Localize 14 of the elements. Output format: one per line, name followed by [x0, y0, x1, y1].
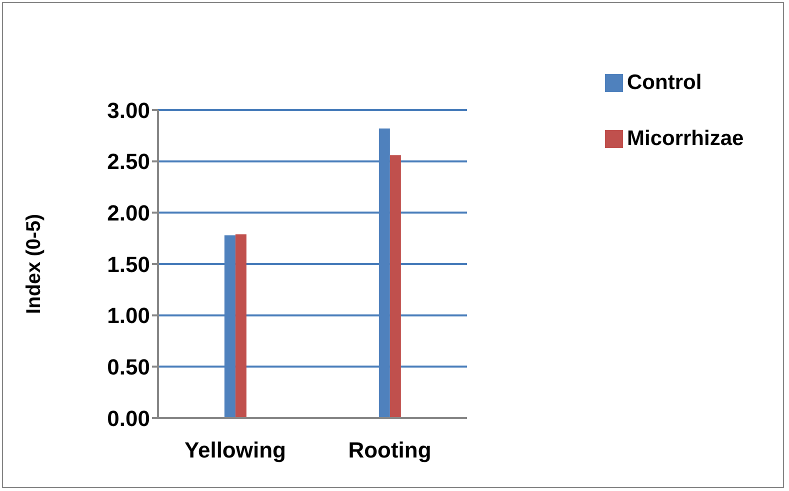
y-tick-label: 2.50: [107, 149, 150, 174]
bar: [235, 234, 246, 418]
y-tick-label: 0.00: [107, 406, 150, 431]
y-tick-label: 1.50: [107, 252, 150, 277]
y-tick-label: 1.00: [107, 303, 150, 328]
legend-label: Control: [627, 71, 702, 94]
y-tick-label: 3.00: [107, 98, 150, 123]
x-tick-label: Yellowing: [184, 438, 286, 463]
y-tick-label: 2.00: [107, 200, 150, 226]
bar: [390, 155, 401, 418]
x-tick-label: Rooting: [348, 438, 432, 463]
y-axis-title: Index (0-5): [23, 214, 46, 314]
legend-label: Micorrhizae: [627, 127, 744, 150]
y-tick-label: 0.50: [107, 354, 150, 380]
